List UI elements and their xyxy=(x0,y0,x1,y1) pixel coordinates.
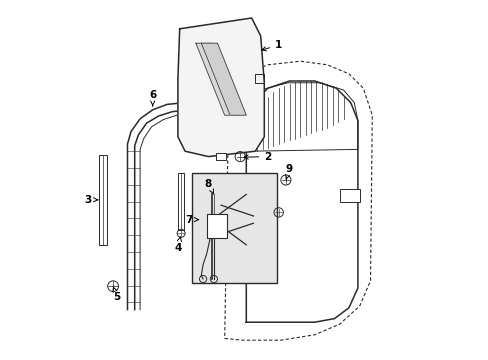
Text: 6: 6 xyxy=(149,90,156,106)
Bar xyxy=(339,189,359,202)
Polygon shape xyxy=(196,43,241,115)
Text: 1: 1 xyxy=(262,40,282,51)
Text: 3: 3 xyxy=(84,195,98,205)
Text: 7: 7 xyxy=(184,215,198,225)
Bar xyxy=(215,153,226,160)
Bar xyxy=(99,155,106,245)
Polygon shape xyxy=(178,18,264,157)
Bar xyxy=(206,214,226,238)
Polygon shape xyxy=(201,43,246,115)
Text: 5: 5 xyxy=(113,287,120,302)
Bar xyxy=(178,173,184,230)
Bar xyxy=(192,173,276,283)
Text: 2: 2 xyxy=(244,152,271,162)
Text: 8: 8 xyxy=(204,179,213,194)
Text: 9: 9 xyxy=(285,164,292,180)
Text: 4: 4 xyxy=(174,237,181,253)
